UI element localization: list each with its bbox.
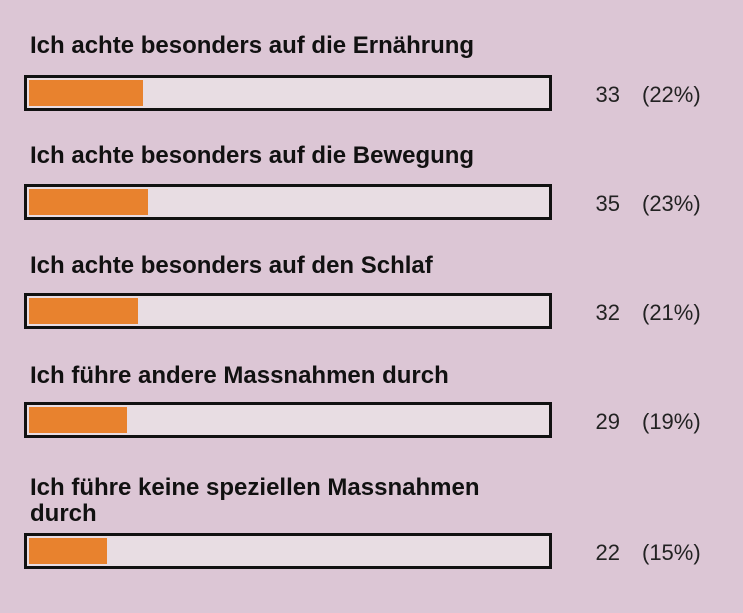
bar-category-label: Ich achte besonders auf die Ernährung	[30, 32, 475, 59]
bar-value-label: 32	[595, 300, 620, 325]
bar-fill	[29, 538, 107, 564]
bar-percent-label: (15%)	[642, 540, 701, 565]
bar-category-label: Ich achte besonders auf den Schlaf	[30, 252, 433, 279]
bar-category-label: Ich achte besonders auf die Bewegung	[30, 142, 475, 169]
bar-category-label: Ich führe andere Massnahmen durch	[30, 362, 449, 389]
bar-value-label: 35	[595, 191, 620, 216]
bar-track	[24, 184, 552, 220]
bar-fill	[29, 298, 138, 324]
bar-value-label: 33	[595, 82, 620, 107]
bar-value-label: 22	[595, 540, 620, 565]
bar-track	[24, 293, 552, 329]
bar-percent-label: (23%)	[642, 191, 701, 216]
bar-category-label: Ich führe keine speziellen Massnahmen du…	[30, 474, 480, 527]
bar-fill	[29, 80, 143, 106]
bar-track	[24, 533, 552, 569]
bar-percent-label: (19%)	[642, 409, 701, 434]
bar-track	[24, 75, 552, 111]
bar-fill	[29, 189, 148, 215]
bar-track	[24, 402, 552, 438]
bar-percent-label: (21%)	[642, 300, 701, 325]
bar-fill	[29, 407, 127, 433]
bar-percent-label: (22%)	[642, 82, 701, 107]
bar-value-label: 29	[595, 409, 620, 434]
